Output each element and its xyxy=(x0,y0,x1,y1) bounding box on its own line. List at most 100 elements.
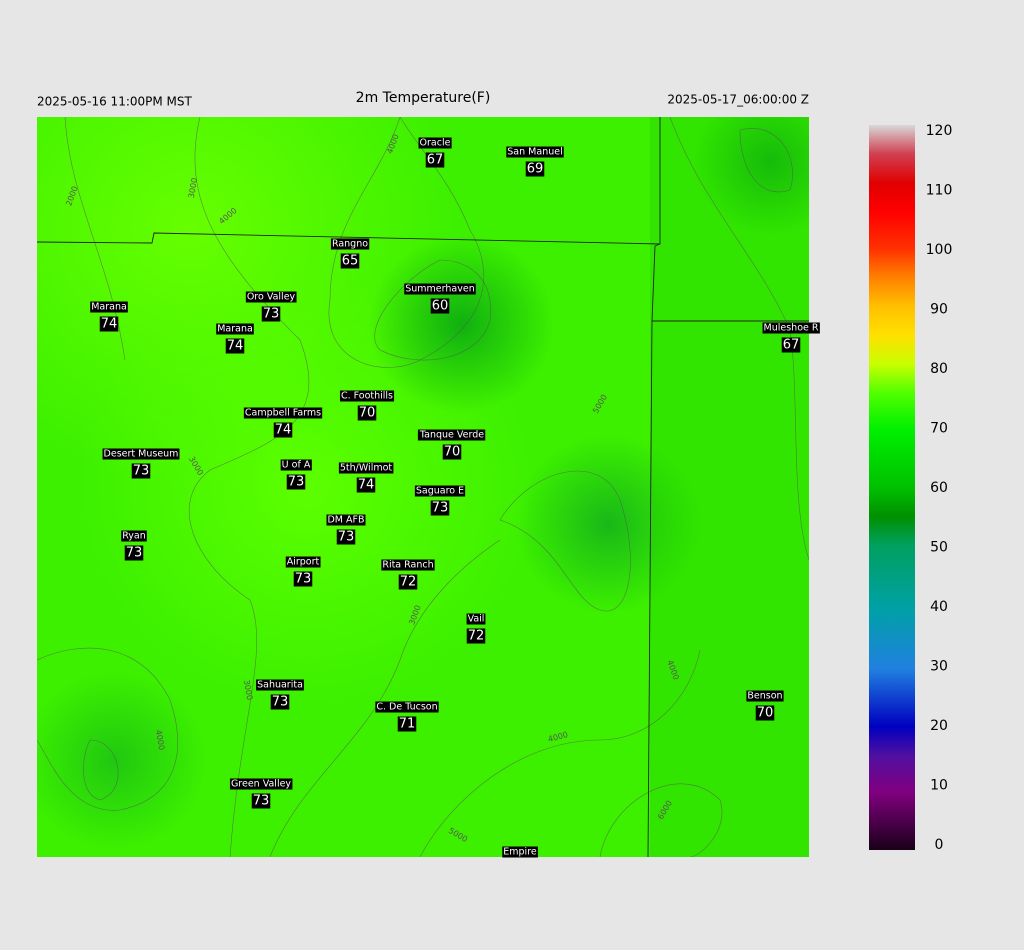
station-temp: 73 xyxy=(133,464,150,479)
station-temp-box xyxy=(755,705,775,721)
station-name-box xyxy=(102,448,180,460)
station-temp: 70 xyxy=(444,445,461,460)
station: Rangno 65 xyxy=(330,238,370,269)
station-temp: 70 xyxy=(359,406,376,421)
station: Ryan 73 xyxy=(121,530,147,561)
station-temp-box xyxy=(261,306,281,322)
station: San Manuel 69 xyxy=(506,146,564,177)
station-temp: 74 xyxy=(358,478,375,493)
station-temp: 74 xyxy=(275,423,292,438)
colorbar-tick-label: 60 xyxy=(930,480,948,496)
header-title: 2m Temperature(F) xyxy=(356,90,491,106)
station-temp: 73 xyxy=(338,530,355,545)
contour-label: 4000 xyxy=(154,729,166,751)
station-name: Rita Ranch xyxy=(382,560,433,571)
colorbar-tick-label: 110 xyxy=(926,183,953,199)
station-temp: 73 xyxy=(253,794,270,809)
station-temp-box xyxy=(293,571,313,587)
station-name-box xyxy=(417,429,486,441)
station-temp: 72 xyxy=(400,575,417,590)
station: Green Valley 73 xyxy=(229,778,293,809)
station-name: Saguaro E xyxy=(416,486,464,497)
station-name: Summerhaven xyxy=(405,284,474,295)
station-temp-box xyxy=(99,316,119,332)
station-temp-box xyxy=(398,574,418,590)
station-name: Oracle xyxy=(420,138,451,149)
colorbar-tick-label: 80 xyxy=(930,361,948,377)
station: Saguaro E 73 xyxy=(414,485,466,516)
station-temp-box xyxy=(525,161,545,177)
station: Marana 74 xyxy=(90,301,128,332)
station: C. Foothills 70 xyxy=(339,390,395,421)
station-temp: 69 xyxy=(527,162,544,177)
station: Vail 72 xyxy=(466,613,486,644)
station-name-box xyxy=(404,283,476,295)
station-name-box xyxy=(375,701,439,713)
station: Empire xyxy=(502,846,538,858)
station: Oro Valley 73 xyxy=(245,291,297,322)
station-temp: 67 xyxy=(783,338,800,353)
station: Sahuarita 73 xyxy=(256,679,304,710)
header-right: 2025-05-17_06:00:00 Z xyxy=(667,93,809,107)
station-name-box xyxy=(762,322,820,334)
station-temp-box xyxy=(781,337,801,353)
station: U of A 73 xyxy=(280,459,312,490)
station-temp-box xyxy=(336,529,356,545)
station-name-box xyxy=(339,390,395,402)
station-temp-box xyxy=(430,500,450,516)
station-name-box xyxy=(330,238,370,250)
station-temp: 73 xyxy=(126,546,143,561)
station-temp-box xyxy=(357,405,377,421)
station-name-box xyxy=(243,407,323,419)
station-name: Benson xyxy=(747,691,782,702)
station-temp: 65 xyxy=(342,254,359,269)
station-temp-box xyxy=(356,477,376,493)
station-temp-box xyxy=(442,444,462,460)
station-name: Campbell Farms xyxy=(245,408,321,419)
station-temp-box xyxy=(225,338,245,354)
station: C. De Tucson 71 xyxy=(375,701,439,732)
station-name: Vail xyxy=(468,614,485,625)
station-name: U of A xyxy=(282,460,311,471)
colorbar-tick-label: 120 xyxy=(926,123,953,139)
station-name-box xyxy=(418,137,452,149)
station-name: DM AFB xyxy=(327,515,364,526)
station-temp-box xyxy=(273,422,293,438)
station-temp-box xyxy=(340,253,360,269)
station-temp: 73 xyxy=(288,475,305,490)
station-temp: 73 xyxy=(295,572,312,587)
station-name-box xyxy=(256,679,304,691)
station-name-box xyxy=(121,530,147,542)
station-name: Rangno xyxy=(332,239,368,250)
station-name-box xyxy=(746,690,784,702)
station: Airport 73 xyxy=(285,556,321,587)
station: Campbell Farms 74 xyxy=(243,407,323,438)
station-name: Sahuarita xyxy=(257,680,303,691)
station-name: C. De Tucson xyxy=(376,702,437,713)
station-name-box xyxy=(502,846,538,858)
station-name-box xyxy=(506,146,564,158)
station: Rita Ranch 72 xyxy=(381,559,435,590)
station-name: 5th/Wilmot xyxy=(340,463,393,474)
colorbar-tick-label: 0 xyxy=(935,837,944,853)
station-name: Airport xyxy=(287,557,320,568)
station-temp: 71 xyxy=(399,717,416,732)
colorbar-tick-label: 70 xyxy=(930,421,948,437)
station-name-box xyxy=(90,301,128,313)
station-temp: 72 xyxy=(468,629,485,644)
station-name: San Manuel xyxy=(507,147,562,158)
colorbar-tick-label: 100 xyxy=(926,242,953,258)
station: Marana 74 xyxy=(216,323,254,354)
station-temp: 60 xyxy=(432,299,449,314)
contour-label: 3000 xyxy=(187,177,199,199)
station-temp: 67 xyxy=(427,153,444,168)
colorbar-tick-label: 90 xyxy=(930,302,948,318)
station-name: Marana xyxy=(91,302,127,313)
station: Summerhaven 60 xyxy=(404,283,476,314)
station-name: Ryan xyxy=(122,531,146,542)
station-temp: 74 xyxy=(227,339,244,354)
station-name-box xyxy=(280,459,312,471)
station-temp-box xyxy=(131,463,151,479)
station: Oracle 67 xyxy=(418,137,452,168)
station-temp-box xyxy=(466,628,486,644)
